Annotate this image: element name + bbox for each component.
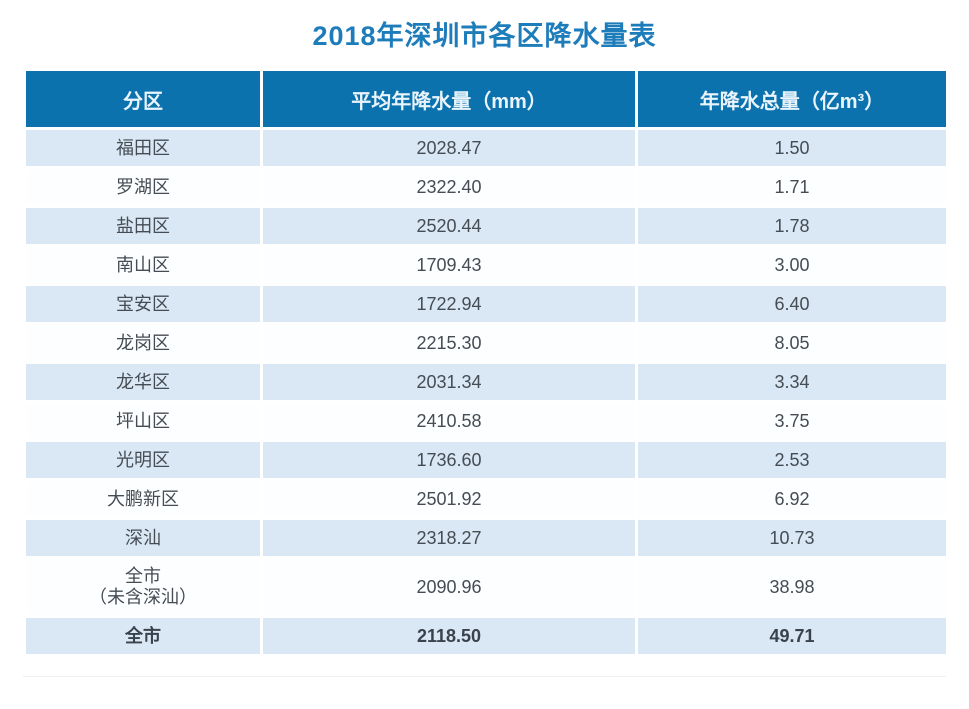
- table-row: 全市 （未含深汕） 2090.96 38.98: [23, 556, 949, 618]
- cell-avg-rainfall: 2118.50: [260, 615, 638, 657]
- cell-district: 全市 （未含深汕）: [23, 556, 263, 618]
- cell-total-rainfall: 3.34: [635, 361, 949, 403]
- cell-total-rainfall: 2.53: [635, 439, 949, 481]
- cell-district: 南山区: [23, 244, 263, 286]
- cell-total-rainfall: 3.00: [635, 244, 949, 286]
- cell-district: 深汕: [23, 517, 263, 559]
- table-row-total: 全市 2118.50 49.71: [23, 615, 949, 657]
- table-header: 分区 平均年降水量（mm） 年降水总量（亿m³）: [23, 68, 949, 130]
- cell-district: 罗湖区: [23, 166, 263, 208]
- cell-avg-rainfall: 2410.58: [260, 400, 638, 442]
- table-row: 坪山区 2410.58 3.75: [23, 400, 949, 442]
- cell-total-rainfall: 38.98: [635, 556, 949, 618]
- cell-district: 龙华区: [23, 361, 263, 403]
- cell-district: 光明区: [23, 439, 263, 481]
- table-row: 福田区 2028.47 1.50: [23, 127, 949, 169]
- cell-avg-rainfall: 2322.40: [260, 166, 638, 208]
- table-row: 深汕 2318.27 10.73: [23, 517, 949, 559]
- cell-total-rainfall: 1.71: [635, 166, 949, 208]
- cell-avg-rainfall: 1736.60: [260, 439, 638, 481]
- cell-avg-rainfall: 2501.92: [260, 478, 638, 520]
- cell-avg-rainfall: 1722.94: [260, 283, 638, 325]
- col-header-district: 分区: [23, 68, 263, 130]
- cell-total-rainfall: 1.78: [635, 205, 949, 247]
- cell-avg-rainfall: 2520.44: [260, 205, 638, 247]
- cell-avg-rainfall: 1709.43: [260, 244, 638, 286]
- cell-district: 宝安区: [23, 283, 263, 325]
- cell-total-rainfall: 1.50: [635, 127, 949, 169]
- cell-avg-rainfall: 2215.30: [260, 322, 638, 364]
- table-row: 南山区 1709.43 3.00: [23, 244, 949, 286]
- col-header-total-rainfall: 年降水总量（亿m³）: [635, 68, 949, 130]
- table-row: 宝安区 1722.94 6.40: [23, 283, 949, 325]
- table-row: 大鹏新区 2501.92 6.92: [23, 478, 949, 520]
- cell-total-rainfall: 49.71: [635, 615, 949, 657]
- cell-district: 盐田区: [23, 205, 263, 247]
- header-row: 分区 平均年降水量（mm） 年降水总量（亿m³）: [23, 68, 949, 130]
- bottom-divider: [23, 676, 946, 677]
- table-body: 福田区 2028.47 1.50 罗湖区 2322.40 1.71 盐田区 25…: [23, 127, 949, 657]
- cell-total-rainfall: 6.92: [635, 478, 949, 520]
- cell-avg-rainfall: 2318.27: [260, 517, 638, 559]
- cell-district: 坪山区: [23, 400, 263, 442]
- cell-district: 大鹏新区: [23, 478, 263, 520]
- table-row: 盐田区 2520.44 1.78: [23, 205, 949, 247]
- rainfall-table: 分区 平均年降水量（mm） 年降水总量（亿m³） 福田区 2028.47 1.5…: [23, 68, 949, 657]
- table-row: 罗湖区 2322.40 1.71: [23, 166, 949, 208]
- cell-avg-rainfall: 2028.47: [260, 127, 638, 169]
- cell-district: 龙岗区: [23, 322, 263, 364]
- cell-district: 全市: [23, 615, 263, 657]
- table-row: 龙岗区 2215.30 8.05: [23, 322, 949, 364]
- cell-total-rainfall: 3.75: [635, 400, 949, 442]
- table-row: 龙华区 2031.34 3.34: [23, 361, 949, 403]
- cell-total-rainfall: 10.73: [635, 517, 949, 559]
- cell-avg-rainfall: 2031.34: [260, 361, 638, 403]
- cell-total-rainfall: 6.40: [635, 283, 949, 325]
- cell-district: 福田区: [23, 127, 263, 169]
- col-header-avg-rainfall: 平均年降水量（mm）: [260, 68, 638, 130]
- page-title: 2018年深圳市各区降水量表: [312, 21, 657, 51]
- table-row: 光明区 1736.60 2.53: [23, 439, 949, 481]
- cell-avg-rainfall: 2090.96: [260, 556, 638, 618]
- cell-total-rainfall: 8.05: [635, 322, 949, 364]
